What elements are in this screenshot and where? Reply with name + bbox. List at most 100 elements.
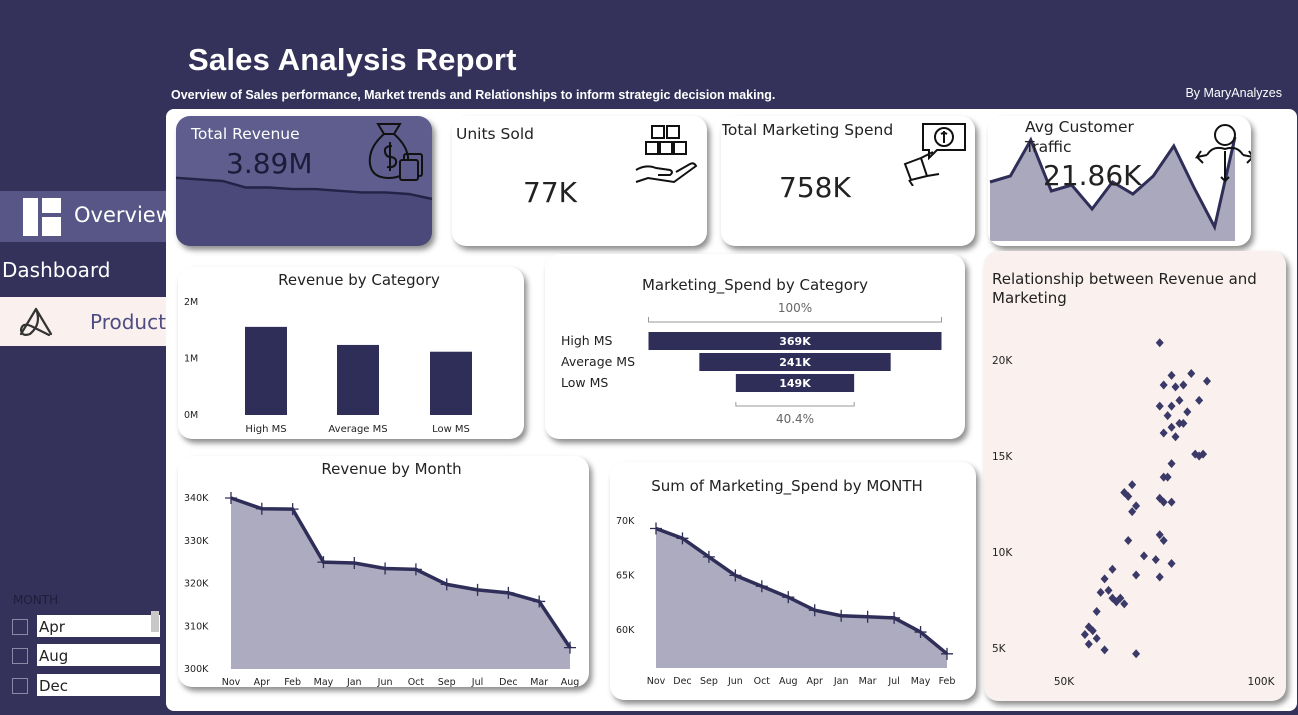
x-tick-label: Average MS <box>328 424 387 435</box>
bar <box>430 351 472 415</box>
scatter-point <box>1155 338 1164 348</box>
revenue-sparkline <box>176 176 432 246</box>
data-point <box>861 610 874 623</box>
data-point <box>650 522 662 535</box>
data-point <box>502 586 515 599</box>
y-tick-label: 300K <box>184 664 209 675</box>
scatter-point <box>1100 645 1109 655</box>
scatter-point <box>1128 480 1137 490</box>
slicer-item-apr[interactable]: Apr <box>12 615 162 637</box>
scatter-point <box>1167 370 1176 380</box>
kpi-units-sold[interactable]: Units Sold 77K <box>452 116 707 246</box>
scatter-point <box>1080 630 1089 640</box>
data-point <box>286 503 299 516</box>
nav-product[interactable]: Product <box>0 297 166 346</box>
data-point <box>440 578 453 591</box>
scatter-point <box>1199 449 1208 459</box>
y-tick-label: 330K <box>184 536 209 547</box>
category-label: Low MS <box>561 375 608 390</box>
kpi-total-marketing-spend[interactable]: Total Marketing Spend 758K <box>721 116 975 246</box>
scatter-point <box>1124 535 1133 545</box>
y-tick-label: 1M <box>184 354 198 365</box>
x-tick-label: Sep <box>438 677 456 687</box>
page-title: Sales Analysis Report <box>188 42 517 77</box>
traffic-sparkline <box>989 136 1237 241</box>
slicer-item-aug[interactable]: Aug <box>12 644 162 666</box>
category-label: High MS <box>561 333 612 348</box>
y-tick-label: 310K <box>184 621 209 632</box>
slicer-checkbox[interactable] <box>12 678 28 694</box>
scatter-point <box>1159 535 1168 545</box>
funnel-bar <box>699 353 891 371</box>
data-point <box>471 583 484 596</box>
slicer-item-label: Aug <box>37 644 160 666</box>
bar-value-label: 149K <box>779 377 811 390</box>
x-tick-label: May <box>314 677 334 687</box>
kpi-avg-customer-traffic[interactable]: Avg Customer Traffic 21.86K <box>988 116 1251 246</box>
y-tick-label: 0M <box>184 410 198 421</box>
data-point <box>729 569 742 582</box>
slicer-item-label: Apr <box>37 615 160 637</box>
chart-marketing-spend-by-month[interactable]: Sum of Marketing_Spend by MONTH 60K 65K 70… <box>610 462 976 700</box>
scatter-point <box>1084 639 1093 649</box>
slicer-scrollbar[interactable] <box>151 611 159 632</box>
y-tick-label: 340K <box>184 493 209 504</box>
data-point <box>225 492 237 504</box>
x-tick-label: Apr <box>254 677 271 687</box>
kpi-total-revenue[interactable]: Total Revenue 3.89M <box>176 116 432 246</box>
x-tick-label: Jul <box>471 677 483 687</box>
series-line <box>655 526 949 656</box>
chart-revenue-by-category[interactable]: Revenue by Category 0M 1M 2M High MS Average… <box>178 267 524 439</box>
x-tick-label: 100K <box>1248 676 1276 688</box>
y-tick-label: 5K <box>992 643 1007 655</box>
scatter-point <box>1159 472 1168 482</box>
dashboard-layout-icon <box>23 198 61 236</box>
scatter-point <box>1187 368 1196 378</box>
category-label: Average MS <box>561 354 635 369</box>
person-arrows-icon <box>1194 124 1251 183</box>
slicer-checkbox[interactable] <box>12 648 28 664</box>
x-tick-label: Mar <box>530 677 548 687</box>
scatter-point <box>1159 497 1168 507</box>
y-tick-label: 320K <box>184 579 209 590</box>
chart-title: Revenue by Month <box>321 460 462 478</box>
money-bag-icon <box>368 123 423 181</box>
data-point <box>255 502 268 515</box>
funnel-bar <box>735 374 855 392</box>
scatter-point <box>1132 501 1141 511</box>
chart-title: Sum of Marketing_Spend by MONTH <box>651 477 923 495</box>
scatter-point <box>1132 570 1141 580</box>
scatter-point <box>1088 626 1097 636</box>
y-tick-label: 15K <box>992 451 1013 463</box>
nav-overview[interactable]: Overview <box>0 191 173 242</box>
slicer-item-dec[interactable]: Dec <box>12 674 162 696</box>
scatter-point <box>1108 564 1117 574</box>
revenue-vs-marketing-plot: 5K 10K 15K 20K 50K 100K <box>992 338 1276 688</box>
slicer-checkbox[interactable] <box>12 619 28 635</box>
scatter-point <box>1167 401 1176 411</box>
chart-revenue-by-month[interactable]: Revenue by Month 300K 310K 320K 330K 340K Nov… <box>178 456 589 687</box>
scatter-point <box>1124 491 1133 501</box>
kpi-label: Units Sold <box>456 125 535 143</box>
kpi-label-line1: Avg Customer <box>1025 118 1134 136</box>
x-tick-label: Feb <box>284 677 301 687</box>
chart-title: Relationship between Revenue and Marketi… <box>992 270 1257 307</box>
x-tick-label: May <box>911 676 931 687</box>
marketing-spend-funnel-plot: 100% 369K High MS 241K Average MS 149K Low MS 4… <box>561 301 942 426</box>
x-tick-label: Jun <box>377 677 393 687</box>
scatter-point <box>1092 607 1101 617</box>
y-tick-label: 60K <box>616 625 635 636</box>
scatter-point <box>1163 411 1172 421</box>
scatter-point <box>1195 395 1204 405</box>
kpi-label-line2: Traffic <box>1025 138 1072 156</box>
data-point <box>409 563 422 576</box>
chart-marketing-spend-by-category[interactable]: Marketing_Spend by Category 100% 369K High… <box>545 254 965 439</box>
x-tick-label: Mar <box>859 676 877 687</box>
kpi-value: 3.89M <box>226 147 313 180</box>
scatter-point <box>1155 530 1164 540</box>
chart-revenue-vs-marketing[interactable]: Relationship between Revenue and Marketi… <box>984 251 1286 701</box>
bar-value-label: 369K <box>779 335 811 348</box>
y-tick-label: 20K <box>992 355 1013 367</box>
kpi-label: Avg Customer Traffic <box>1025 117 1134 157</box>
scatter-point <box>1167 422 1176 432</box>
